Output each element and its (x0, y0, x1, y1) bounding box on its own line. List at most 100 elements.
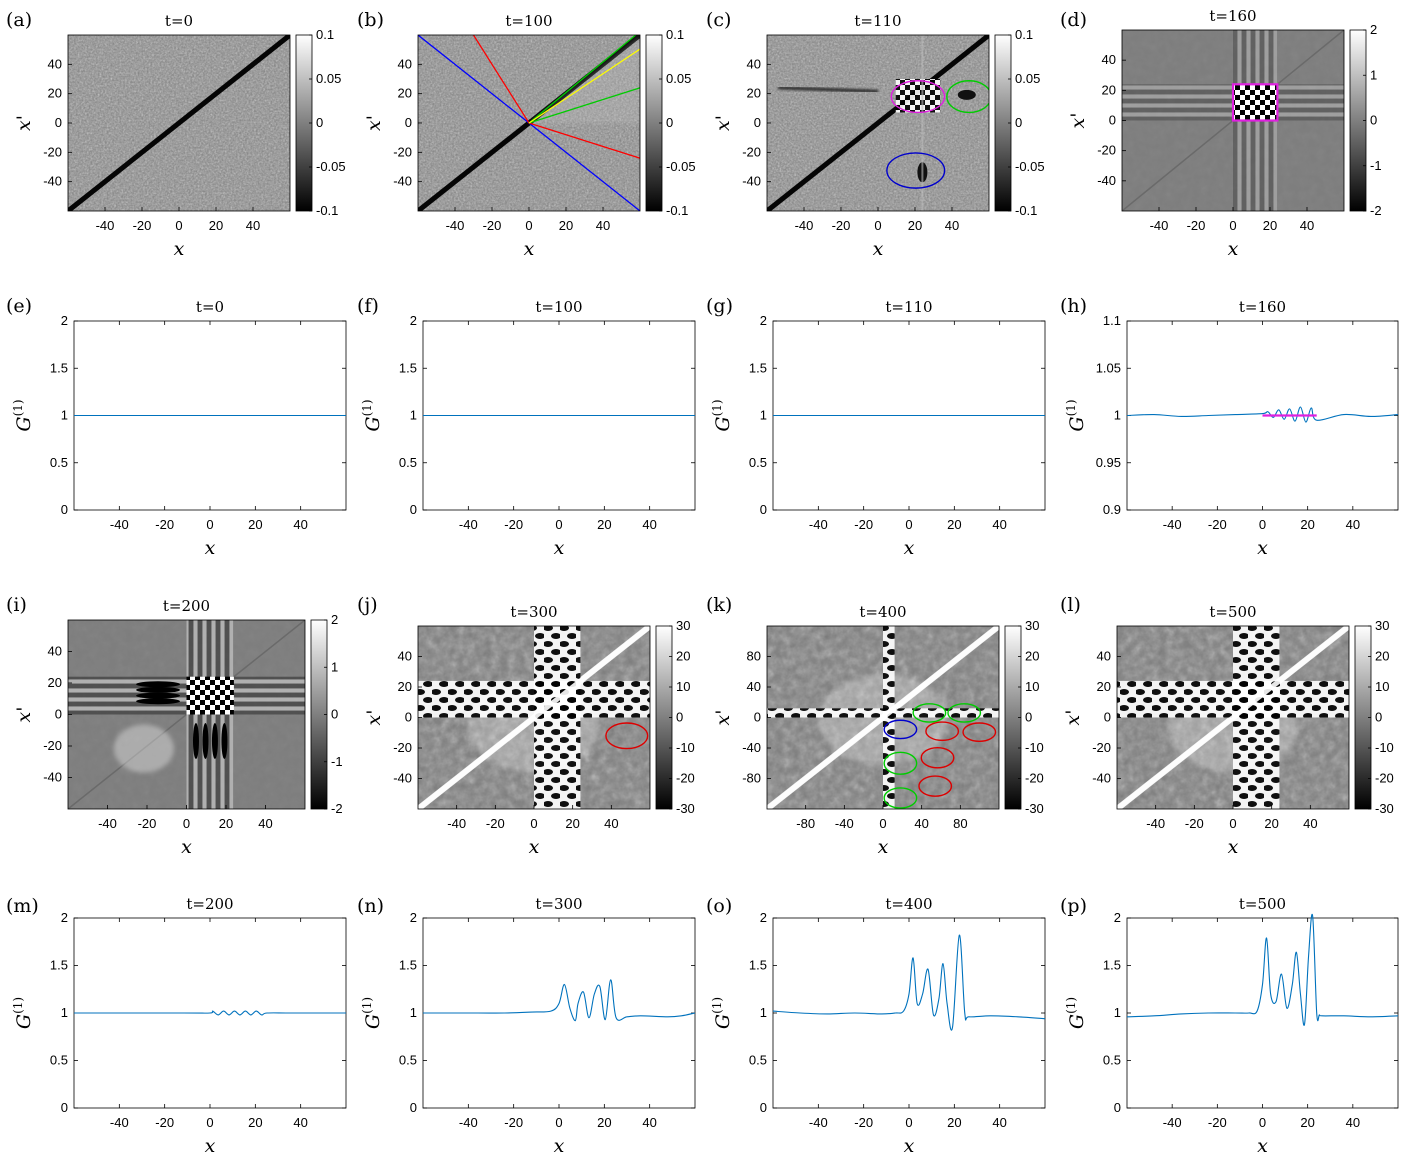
panel-title: t=0 (196, 298, 224, 316)
x-tick-label: -40 (459, 517, 478, 532)
x-tick-label: 20 (947, 1115, 961, 1130)
x-tick-label: -20 (155, 517, 174, 532)
y-tick-label: 0 (1104, 710, 1111, 725)
y-tick-label: -20 (1097, 143, 1116, 158)
streak (136, 698, 181, 705)
checker-block (1233, 84, 1278, 121)
y-tick-label: 0.5 (399, 455, 417, 470)
colorbar-tick-label: -0.1 (666, 203, 688, 218)
x-tick-label: 40 (1346, 1115, 1360, 1130)
panel-letter: (j) (357, 594, 378, 616)
x-tick-label: 40 (604, 816, 618, 831)
y-tick-label: 0 (405, 115, 412, 130)
panel-letter: (h) (1060, 295, 1087, 317)
x-tick-label: 0 (525, 218, 532, 233)
x-tick-label: -40 (459, 1115, 478, 1130)
x-tick-label: -20 (138, 816, 157, 831)
x-tick-label: -20 (832, 218, 851, 233)
x-tick-label: -20 (486, 816, 505, 831)
x-axis-label: x (554, 537, 565, 559)
y-tick-label: 0.5 (50, 1053, 68, 1068)
y-tick-label: 1 (1114, 1005, 1121, 1020)
x-tick-label: -40 (446, 218, 465, 233)
x-axis-label: x (904, 537, 915, 559)
colorbar-tick-label: -10 (1375, 740, 1394, 755)
y-tick-label: 2 (61, 910, 68, 925)
streak (136, 686, 181, 693)
x-tick-label: -20 (133, 218, 152, 233)
y-tick-label: -80 (742, 771, 761, 786)
panel-letter: (e) (6, 295, 32, 317)
y-tick-label: 0 (760, 1100, 767, 1115)
x-tick-label: 0 (1229, 218, 1236, 233)
y-tick-label: -40 (393, 771, 412, 786)
colorbar-tick-label: -10 (676, 740, 695, 755)
x-axis-label: x (205, 1135, 216, 1157)
series-line (1126, 913, 1399, 1026)
y-tick-label: 0.95 (1096, 455, 1121, 470)
x-tick-label: -40 (447, 816, 466, 831)
panel-e: -40 -20 0 20 40 2 1.5 1 0.5 0 t=0 x G(1) (e) (6, 295, 347, 559)
heatmap-image (767, 35, 989, 211)
x-tick-label: 40 (1303, 816, 1317, 831)
y-tick-label: -40 (742, 174, 761, 189)
x-axis-label: x (878, 836, 889, 858)
y-axis-label: x' (13, 707, 35, 723)
x-tick-label: 40 (945, 218, 959, 233)
y-tick-label: 40 (1097, 649, 1111, 664)
x-tick-label: -40 (835, 816, 854, 831)
panel-n: -40 -20 0 20 40 2 1.5 1 0.5 0 t=300 x G(1) (n) (357, 895, 696, 1157)
y-tick-label: -40 (742, 740, 761, 755)
rect-annotation (1231, 83, 1279, 122)
colorbar-tick-label: -2 (331, 801, 343, 816)
heatmap-image (68, 35, 290, 211)
streak (211, 722, 218, 759)
x-axis-label: x (904, 1135, 915, 1157)
y-tick-label: 40 (1102, 52, 1116, 67)
panel-title: t=200 (163, 597, 210, 615)
series-line (423, 979, 696, 1022)
x-tick-label: 0 (1259, 1115, 1266, 1130)
colorbar-tick-label: 0 (676, 710, 683, 725)
y-tick-label: 0.5 (399, 1053, 417, 1068)
series-line (1126, 406, 1399, 423)
colorbar-tick-label: 2 (331, 612, 338, 627)
heatmap-image (1122, 30, 1344, 211)
x-tick-label: 20 (248, 517, 262, 532)
x-tick-label: 40 (293, 517, 307, 532)
y-tick-label: 0 (760, 502, 767, 517)
y-tick-label: 1 (61, 1005, 68, 1020)
x-tick-label: -20 (504, 1115, 523, 1130)
x-tick-label: -40 (795, 218, 814, 233)
y-axis-label: x' (13, 115, 35, 131)
colorbar-tick-label: 0.1 (1015, 27, 1033, 42)
panel-letter: (n) (357, 895, 384, 917)
x-tick-label: -40 (110, 517, 129, 532)
ellipse-annotation (883, 787, 918, 809)
x-axis-label: x (1257, 537, 1268, 559)
panel-title: t=110 (885, 298, 932, 316)
panel-title: t=100 (505, 12, 552, 30)
colorbar-tick-label: 10 (1375, 679, 1389, 694)
x-tick-label: -40 (96, 218, 115, 233)
y-axis-label: x' (363, 710, 385, 726)
x-tick-label: 0 (206, 1115, 213, 1130)
colorbar-tick-label: -30 (676, 801, 695, 816)
streak (221, 722, 228, 759)
ellipse-annotation (947, 703, 982, 723)
y-tick-label: 40 (48, 56, 62, 71)
panel-letter: (l) (1060, 594, 1081, 616)
panel-o: -40 -20 0 20 40 2 1.5 1 0.5 0 t=400 x G(1) (o) (706, 895, 1046, 1157)
y-axis-label: G(1) (11, 997, 35, 1029)
ellipse-annotation (925, 721, 960, 742)
heatmap-image (767, 626, 999, 809)
x-tick-label: 0 (874, 218, 881, 233)
x-tick-label: -40 (1150, 218, 1169, 233)
y-tick-label: 2 (760, 910, 767, 925)
y-tick-label: 20 (1102, 82, 1116, 97)
x-tick-label: 40 (992, 1115, 1006, 1130)
glow (113, 724, 174, 773)
y-tick-label: 1.5 (749, 958, 767, 973)
x-tick-label: 40 (914, 816, 928, 831)
panel-p: -40 -20 0 20 40 2 1.5 1 0.5 0 t=500 x G(1) (p) (1060, 895, 1399, 1157)
